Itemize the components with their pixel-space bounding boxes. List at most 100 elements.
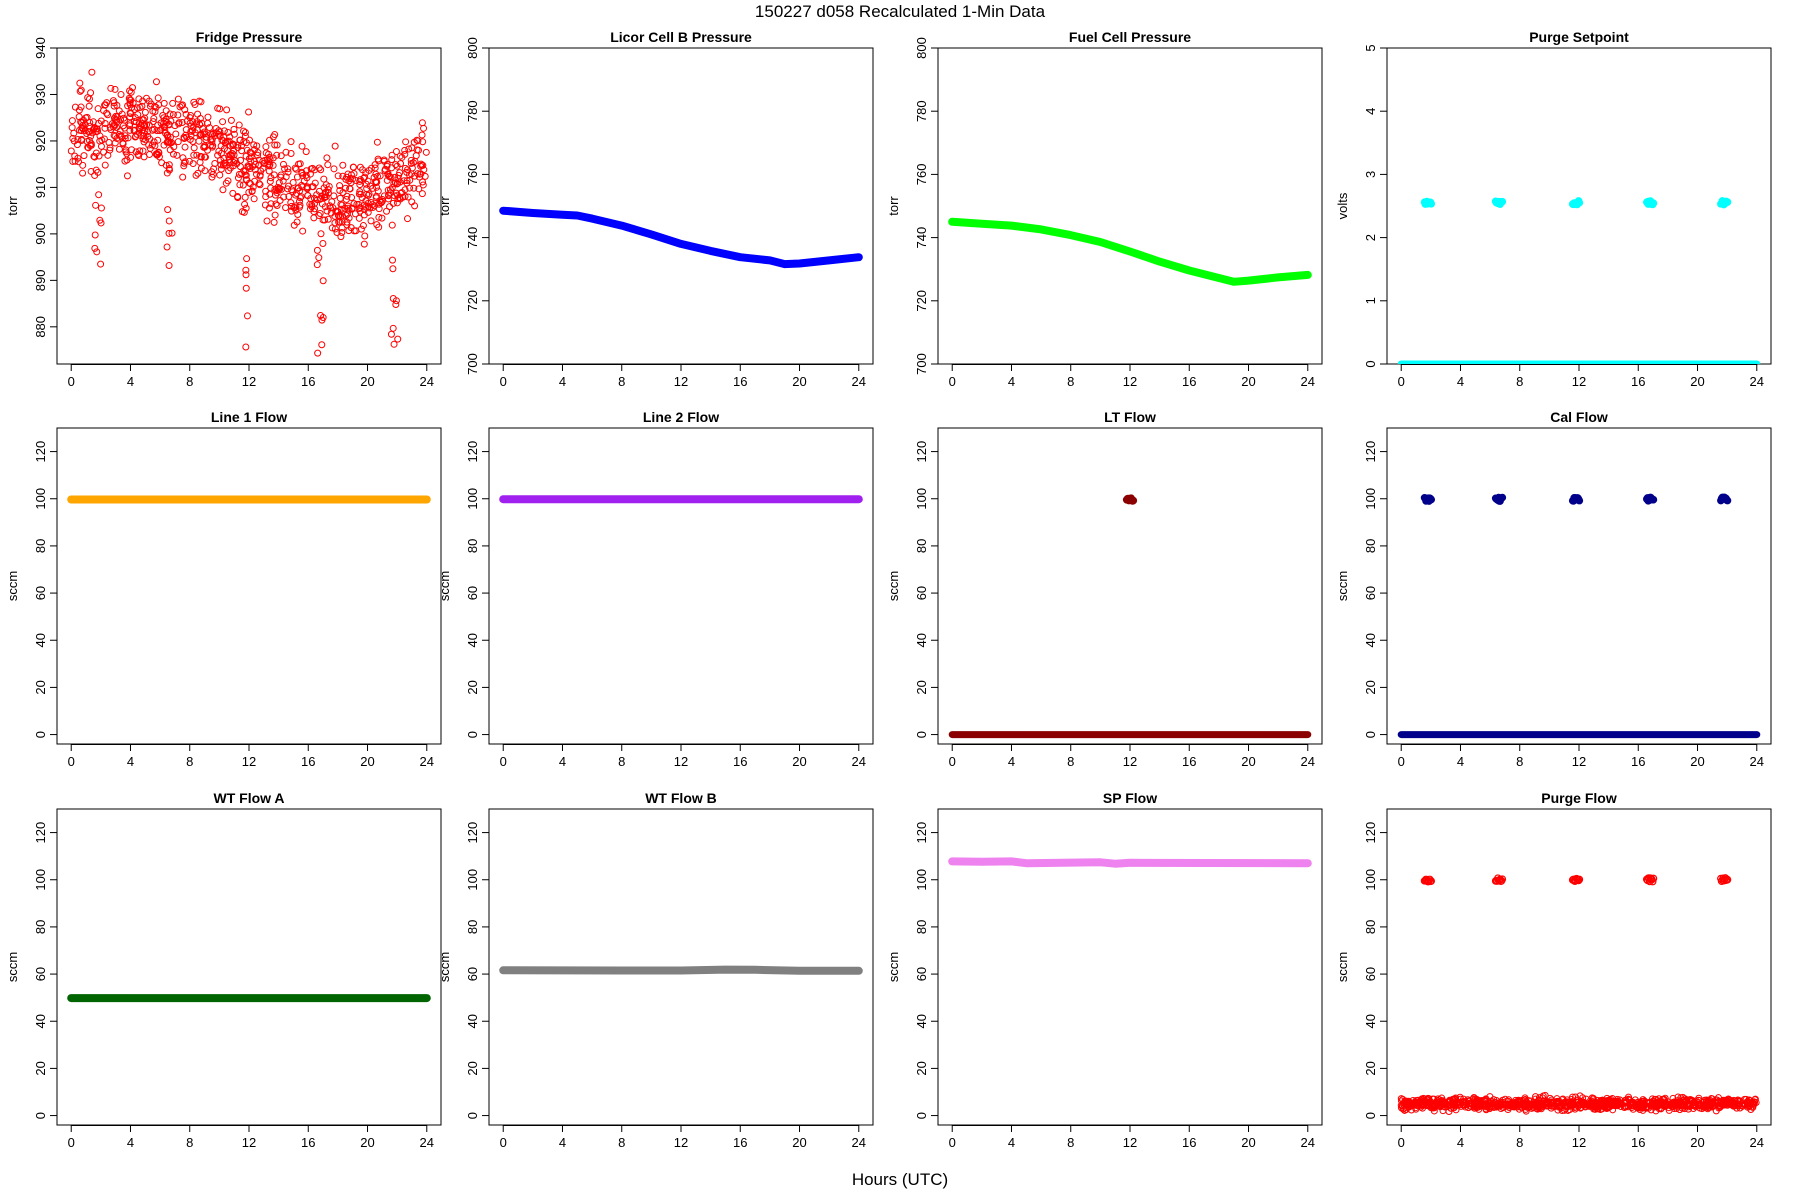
data-point (1429, 1102, 1437, 1110)
data-point (168, 229, 176, 237)
y-tick-label: 80 (465, 920, 480, 934)
data-point (294, 211, 302, 219)
data-point (1403, 1099, 1411, 1107)
y-tick-label: 100 (33, 488, 48, 510)
data-point (136, 104, 144, 112)
x-tick-label: 0 (500, 374, 507, 389)
data-point (1729, 1098, 1737, 1106)
data-layer (948, 494, 1312, 739)
data-point (419, 181, 427, 189)
data-point (67, 147, 75, 155)
x-tick-label: 12 (242, 374, 256, 389)
y-tick-label: 0 (1363, 1112, 1378, 1119)
data-point (160, 122, 168, 130)
data-point (256, 171, 264, 179)
data-point (328, 198, 336, 206)
x-axis: 0 4 8 12 16 20 24 (500, 364, 866, 389)
data-point (1490, 1096, 1498, 1104)
data-point (200, 143, 208, 151)
panel-cal-flow: Cal Flow 0 4 8 12 16 20 24 0 20 40 60 80 100 120 sccm (1335, 409, 1772, 769)
data-point (95, 191, 103, 199)
data-point (410, 184, 418, 192)
data-point (1629, 1102, 1637, 1110)
data-point (127, 96, 135, 104)
data-point (411, 157, 419, 165)
data-point (175, 119, 183, 127)
data-point (401, 150, 409, 158)
data-point (75, 158, 83, 166)
data-point (247, 153, 255, 161)
data-point (1536, 1099, 1544, 1107)
panel-title: Licor Cell B Pressure (610, 29, 752, 45)
y-tick-label: 100 (33, 869, 48, 891)
data-point (324, 189, 332, 197)
y-tick-label: 40 (914, 633, 929, 647)
y-tick-label: 120 (1363, 441, 1378, 463)
data-point (192, 171, 200, 179)
y-tick-label: 60 (1363, 586, 1378, 600)
data-point (1420, 1101, 1428, 1109)
data-point (404, 193, 412, 201)
data-point (1441, 1101, 1449, 1109)
x-axis: 0 4 8 12 16 20 24 (949, 744, 1315, 769)
y-tick-label: 40 (465, 633, 480, 647)
data-point (127, 104, 135, 112)
data-point (267, 174, 275, 182)
data-point (361, 173, 369, 181)
event-point (1649, 874, 1658, 883)
data-point (78, 136, 86, 144)
data-point (223, 161, 231, 169)
data-point (292, 191, 300, 199)
data-point (1464, 1096, 1472, 1104)
data-point (262, 143, 270, 151)
data-point (415, 146, 423, 154)
data-point (245, 163, 253, 171)
data-point (76, 87, 84, 95)
x-tick-label: 8 (1067, 374, 1074, 389)
data-point (315, 254, 323, 262)
data-point (116, 127, 124, 135)
data-point (79, 161, 87, 169)
data-point (389, 324, 397, 332)
plot-frame (56, 47, 442, 365)
y-axis-label: torr (437, 196, 452, 216)
series-line (499, 206, 863, 269)
data-point (267, 184, 275, 192)
data-point (235, 121, 243, 129)
plot-frame (488, 47, 874, 365)
y-tick-label: 80 (1363, 539, 1378, 553)
data-point (247, 149, 255, 157)
data-point (337, 200, 345, 208)
plot-frame (937, 427, 1323, 745)
y-tick-label: 0 (1363, 360, 1378, 367)
data-point (384, 195, 392, 203)
data-point (179, 101, 187, 109)
y-tick-label: 20 (1363, 1061, 1378, 1075)
data-point (396, 152, 404, 160)
data-point (165, 138, 173, 146)
data-point (418, 161, 426, 169)
data-point (243, 312, 251, 320)
data-point (151, 102, 159, 110)
x-tick-label: 12 (242, 754, 256, 769)
data-point (104, 111, 112, 119)
y-tick-label: 20 (33, 1061, 48, 1075)
y-tick-label: 0 (914, 731, 929, 738)
y-tick-label: 120 (465, 441, 480, 463)
data-point (1402, 1102, 1410, 1110)
data-point (197, 164, 205, 172)
data-point (411, 172, 419, 180)
panel-fridge-pressure: Fridge Pressure 0 4 8 12 16 20 24 880 890 900 910 92… (5, 29, 442, 389)
data-point (384, 186, 392, 194)
y-tick-label: 20 (465, 1061, 480, 1075)
data-point (314, 349, 322, 357)
data-point (123, 156, 131, 164)
data-point (141, 122, 149, 130)
data-point (363, 185, 371, 193)
data-point (364, 208, 372, 216)
data-point (1572, 1103, 1580, 1111)
y-tick-label: 120 (914, 441, 929, 463)
y-tick-label: 80 (914, 539, 929, 553)
x-tick-label: 16 (1182, 754, 1196, 769)
data-point (180, 135, 188, 143)
